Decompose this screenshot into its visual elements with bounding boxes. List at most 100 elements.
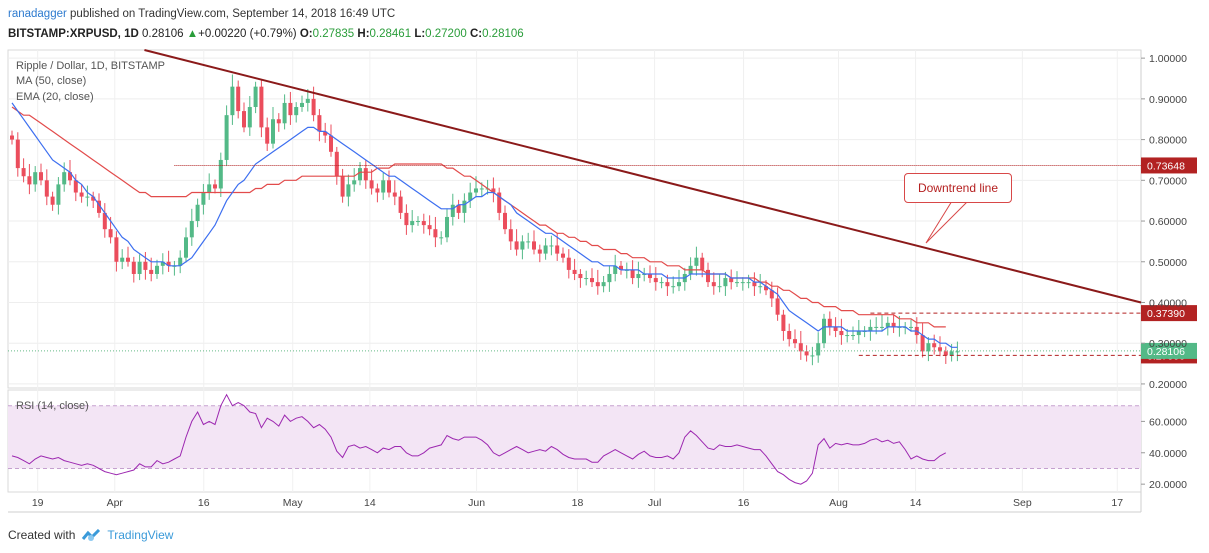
candle-body [630,269,635,279]
last-price-tag [1141,342,1197,359]
rsi-tick-label: 60.0000 [1149,416,1187,428]
candle-body [677,282,681,287]
candle-body [874,326,879,328]
legend-title: Ripple / Dollar, 1D, BITSTAMP [16,60,165,72]
candle-body [665,282,670,287]
time-tick-label: 16 [198,497,210,509]
downtrend-annotation: Downtrend line [904,173,1012,203]
price-change: +0.00220 (+0.79%) [198,28,297,40]
candle-body [584,278,589,280]
candle-body [520,241,525,250]
candle-body [479,188,484,190]
high-value: 0.28461 [369,28,412,40]
publish-text: published on TradingView.com, September … [70,8,396,20]
price-tick-label: 0.90000 [1149,94,1187,106]
candle-body [230,86,235,116]
candle-body [433,229,438,238]
tradingview-brand[interactable]: TradingView [107,528,174,542]
candle-body [56,184,61,205]
candle-body [398,196,403,213]
candle-body [578,273,583,279]
candle-body [514,241,519,250]
candle-body [468,192,473,201]
candle-body [450,204,455,217]
candle-body [340,176,345,197]
footer: Created with TradingView [8,528,173,542]
candle-body [746,282,751,284]
candle-body [740,282,745,284]
candle-body [85,196,90,198]
candle-body [706,269,710,283]
author-link[interactable]: ranadagger [8,8,67,20]
candle-body [300,102,304,108]
level-price-tag [1141,157,1197,174]
candle-body [572,269,577,274]
price-pane-frame [7,49,1142,389]
time-tick-label: Jun [468,497,485,509]
candle-body [949,351,954,356]
candle-body [729,278,734,283]
candle-body [752,282,757,287]
ema20-line [11,102,958,348]
candle-body [62,172,67,185]
annotation-label: Downtrend line [917,181,999,195]
candle-body [648,273,652,279]
candle-body [856,330,861,336]
candle-body [532,241,536,250]
candle-body [717,286,722,288]
candle-body [294,107,299,116]
tradingview-logo-icon [82,529,101,541]
open-value: 0.27835 [312,28,355,40]
candle-body [775,298,780,315]
candle-body [276,119,281,124]
candle-body [352,180,357,185]
candle-body [810,355,815,357]
candle-body [769,290,774,299]
time-tick-label: Apr [107,497,124,509]
legend-ma: MA (50, close) [16,75,87,87]
last-price-label: 0.28106 [1147,346,1185,358]
downtrend-line [144,49,1142,304]
candle-body [149,269,154,274]
candle-body [416,221,420,223]
candle-body [201,192,206,205]
candle-body [497,192,502,213]
candle-body [404,212,409,226]
candle-body [839,330,844,336]
level-price-label: 0.37390 [1147,308,1185,320]
candle-body [421,221,426,226]
candle-body [329,135,333,152]
candle-body [445,216,449,238]
candle-body [711,282,716,287]
candle-body [938,347,942,352]
candle-body [392,192,397,197]
time-tick-label: 18 [572,497,584,509]
time-tick-label: 14 [910,497,922,509]
candle-body [317,115,322,132]
candle-body [868,326,873,331]
candle-body [137,261,142,274]
price-tick-label: 0.50000 [1149,257,1187,269]
close-label: C: [469,28,483,40]
candle-body [555,245,560,254]
publish-info: ranadagger published on TradingView.com,… [8,8,395,20]
candle-body [271,119,275,144]
candle-body [561,253,565,258]
candle-body [155,265,159,274]
candle-body [346,184,351,197]
candle-body [114,237,119,262]
candle-body [166,261,171,266]
candle-body [619,265,623,270]
candle-body [334,151,339,177]
price-tick-label: 0.80000 [1149,135,1187,147]
candle-body [102,212,107,230]
time-tick-label: Aug [829,497,848,509]
candle-body [700,257,705,270]
candle-body [781,314,786,331]
rsi-line [11,393,947,485]
candle-body [224,115,229,160]
time-tick-label: 14 [364,497,376,509]
legend-rsi: RSI (14, close) [16,400,89,412]
candle-body [131,261,136,274]
